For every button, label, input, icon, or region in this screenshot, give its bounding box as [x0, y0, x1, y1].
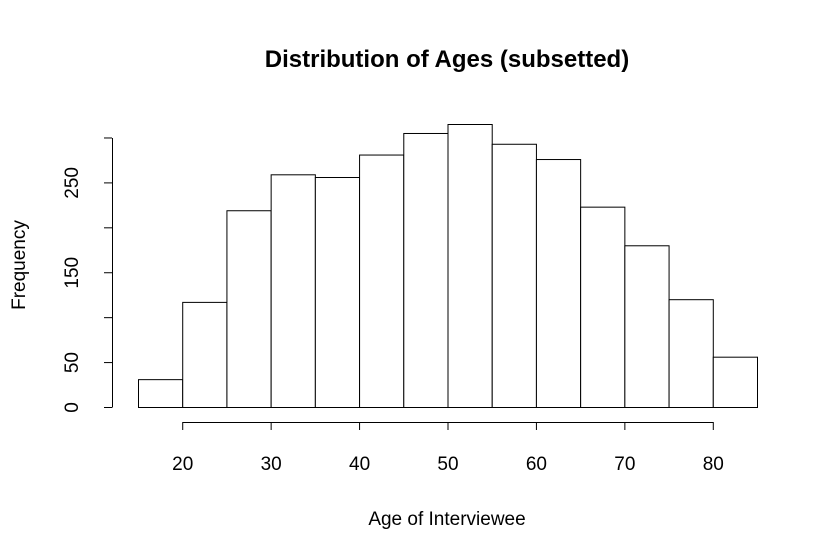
y-tick-label: 50 — [62, 352, 83, 373]
histogram-bar — [359, 154, 405, 408]
x-axis-label: Age of Interviewee — [368, 509, 525, 530]
histogram-bar — [491, 143, 537, 408]
x-axis: 20 30 40 50 60 70 80 — [172, 422, 724, 475]
histogram-bar — [624, 245, 670, 408]
histogram-bar — [226, 210, 272, 408]
y-tick-label: 0 — [62, 402, 83, 413]
histogram-bar — [535, 159, 582, 408]
x-tick-label: 70 — [614, 454, 635, 475]
y-axis-label: Frequency — [9, 220, 30, 310]
x-tick-label: 30 — [261, 454, 282, 475]
histogram-bar — [580, 206, 626, 408]
y-tick-label: 150 — [62, 257, 83, 289]
x-tick-label: 80 — [703, 454, 724, 475]
histogram-bar — [403, 132, 449, 408]
histogram-bar — [712, 356, 758, 409]
y-axis: 0 50 150 250 — [62, 137, 113, 413]
x-tick-label: 50 — [437, 454, 458, 475]
x-tick-label: 60 — [526, 454, 547, 475]
x-tick-label: 20 — [172, 454, 193, 475]
histogram-bar — [182, 301, 228, 408]
bars-group — [138, 124, 758, 409]
chart-title: Distribution of Ages (subsetted) — [265, 46, 629, 73]
x-tick-label: 40 — [349, 454, 370, 475]
histogram-bar — [138, 379, 184, 408]
y-tick-label: 250 — [62, 167, 83, 199]
histogram-bar — [447, 124, 493, 408]
histogram-bar — [270, 174, 316, 408]
histogram-bar — [314, 177, 361, 408]
histogram-bar — [668, 299, 714, 409]
